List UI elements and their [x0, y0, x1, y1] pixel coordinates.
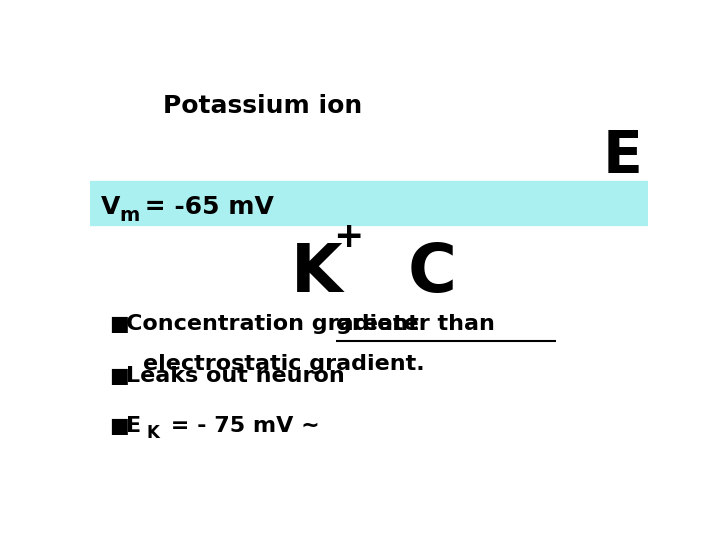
- Text: Potassium ion: Potassium ion: [163, 94, 361, 118]
- Text: ■: ■: [109, 416, 130, 436]
- FancyBboxPatch shape: [90, 181, 648, 225]
- Text: Concentration gradient: Concentration gradient: [126, 314, 427, 334]
- Text: C: C: [408, 240, 457, 306]
- Text: K: K: [146, 424, 159, 442]
- Text: electrostatic gradient.: electrostatic gradient.: [143, 354, 425, 374]
- Text: E: E: [126, 416, 141, 436]
- Text: Leaks out neuron: Leaks out neuron: [126, 366, 345, 386]
- Text: ■: ■: [109, 366, 130, 386]
- Text: greater than: greater than: [336, 314, 495, 334]
- Text: m: m: [120, 206, 140, 225]
- Text: ■: ■: [109, 314, 130, 334]
- Text: E: E: [603, 128, 642, 185]
- Text: = -65 mV: = -65 mV: [136, 195, 274, 219]
- Text: V: V: [101, 195, 120, 219]
- Text: = - 75 mV ~: = - 75 mV ~: [163, 416, 319, 436]
- Text: K: K: [291, 240, 343, 306]
- Text: +: +: [333, 220, 363, 254]
